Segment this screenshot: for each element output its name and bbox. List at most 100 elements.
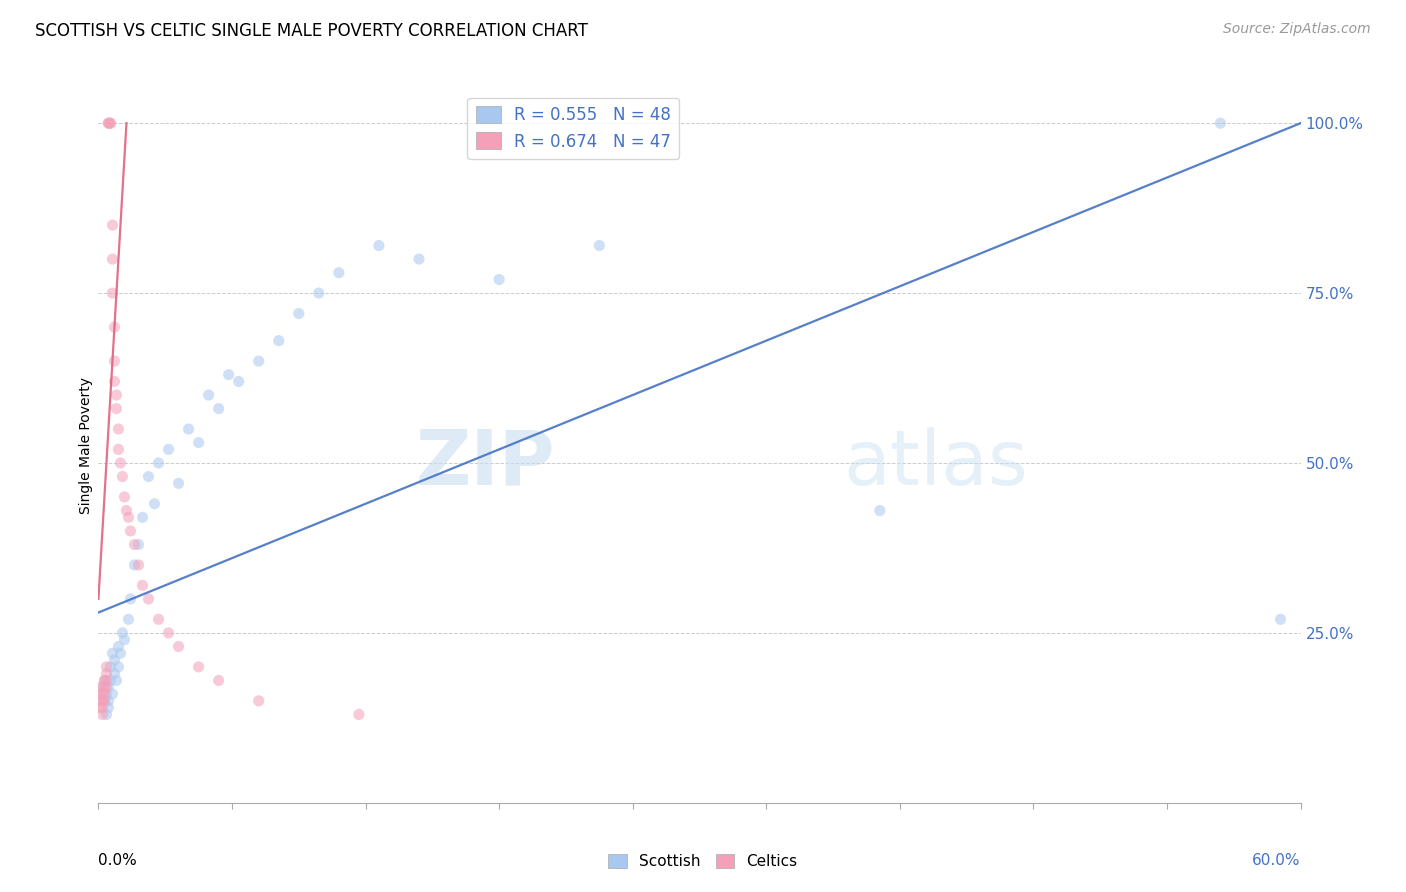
Point [128, 537, 150, 551]
Point [228, 375, 250, 389]
Point [103, 666, 125, 681]
Point [93, 680, 115, 694]
Point [187, 435, 209, 450]
Text: 60.0%: 60.0% [1253, 853, 1301, 868]
Point [208, 673, 231, 688]
Point [120, 591, 142, 606]
Point [100, 660, 122, 674]
Point [1209, 116, 1232, 130]
Point [103, 320, 125, 334]
Text: ZIP: ZIP [416, 427, 555, 500]
Point [167, 640, 190, 654]
Point [91, 707, 114, 722]
Legend: Scottish, Celtics: Scottish, Celtics [602, 848, 804, 875]
Point [96, 707, 118, 722]
Point [114, 490, 136, 504]
Point [288, 306, 311, 320]
Point [117, 510, 139, 524]
Y-axis label: Single Male Poverty: Single Male Poverty [79, 377, 93, 515]
Point [117, 612, 139, 626]
Point [97, 700, 120, 714]
Point [91, 700, 114, 714]
Point [115, 503, 138, 517]
Point [93, 694, 115, 708]
Point [96, 687, 118, 701]
Point [96, 660, 118, 674]
Point [105, 401, 128, 416]
Point [107, 442, 129, 457]
Point [131, 510, 153, 524]
Text: 0.0%: 0.0% [98, 853, 138, 868]
Point [157, 442, 180, 457]
Point [105, 673, 128, 688]
Point [89, 680, 111, 694]
Point [97, 116, 120, 130]
Point [97, 694, 120, 708]
Point [267, 334, 290, 348]
Point [93, 673, 115, 688]
Point [114, 632, 136, 647]
Point [100, 116, 122, 130]
Point [100, 116, 122, 130]
Point [111, 626, 134, 640]
Point [91, 694, 114, 708]
Text: SCOTTISH VS CELTIC SINGLE MALE POVERTY CORRELATION CHART: SCOTTISH VS CELTIC SINGLE MALE POVERTY C… [35, 22, 588, 40]
Point [107, 640, 129, 654]
Point [97, 116, 120, 130]
Point [101, 286, 124, 301]
Point [111, 469, 134, 483]
Point [100, 673, 122, 688]
Point [588, 238, 610, 252]
Point [91, 687, 114, 701]
Point [148, 612, 170, 626]
Point [148, 456, 170, 470]
Point [107, 660, 129, 674]
Point [93, 694, 115, 708]
Point [408, 252, 430, 266]
Point [103, 375, 125, 389]
Point [89, 700, 111, 714]
Point [110, 646, 132, 660]
Point [143, 497, 166, 511]
Point [97, 680, 120, 694]
Point [96, 680, 118, 694]
Point [247, 354, 270, 368]
Point [157, 626, 180, 640]
Point [208, 401, 231, 416]
Point [103, 354, 125, 368]
Point [89, 687, 111, 701]
Point [91, 680, 114, 694]
Point [138, 469, 160, 483]
Point [167, 476, 190, 491]
Point [177, 422, 200, 436]
Point [308, 286, 330, 301]
Point [247, 694, 270, 708]
Point [128, 558, 150, 572]
Point [347, 707, 370, 722]
Point [120, 524, 142, 538]
Legend: R = 0.555   N = 48, R = 0.674   N = 47: R = 0.555 N = 48, R = 0.674 N = 47 [467, 97, 679, 159]
Point [101, 687, 124, 701]
Point [1270, 612, 1292, 626]
Point [187, 660, 209, 674]
Text: atlas: atlas [844, 427, 1029, 500]
Point [328, 266, 350, 280]
Point [218, 368, 240, 382]
Point [101, 646, 124, 660]
Point [93, 687, 115, 701]
Point [103, 653, 125, 667]
Text: Source: ZipAtlas.com: Source: ZipAtlas.com [1223, 22, 1371, 37]
Point [131, 578, 153, 592]
Point [138, 591, 160, 606]
Point [107, 422, 129, 436]
Point [869, 503, 891, 517]
Point [105, 388, 128, 402]
Point [197, 388, 219, 402]
Point [96, 666, 118, 681]
Point [368, 238, 391, 252]
Point [101, 218, 124, 232]
Point [124, 558, 146, 572]
Point [110, 456, 132, 470]
Point [96, 673, 118, 688]
Point [89, 694, 111, 708]
